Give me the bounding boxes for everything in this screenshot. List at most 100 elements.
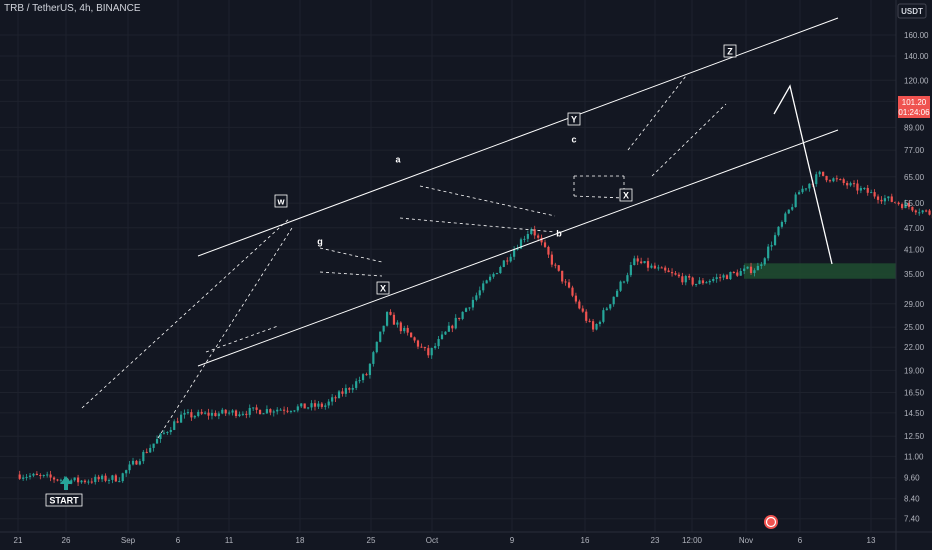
time-axis[interactable]: 21 26 Sep 6 11 18 25 Oct 9 16 23 12:00 Nov 6 13 <box>0 531 932 545</box>
candle-body <box>876 196 880 200</box>
candle-body <box>303 403 306 409</box>
candle-body <box>564 281 567 283</box>
candle-body <box>509 256 512 262</box>
candlestick-series <box>18 170 932 486</box>
candle-body <box>265 409 269 414</box>
candle-body <box>822 171 825 176</box>
y-tick-label: 14.50 <box>904 409 925 418</box>
candle-body <box>238 414 241 417</box>
channel-lower-line <box>197 129 839 367</box>
candle-body <box>70 480 73 484</box>
candle-body <box>83 480 87 483</box>
candle-body <box>801 188 804 193</box>
candle-body <box>519 239 523 249</box>
candle-body <box>797 192 801 195</box>
price-axis[interactable]: 160.00140.00120.00105.0089.0077.0065.005… <box>895 0 929 550</box>
last-price: 101.20 <box>902 98 927 107</box>
candle-body <box>708 280 711 283</box>
candle-body <box>925 210 928 212</box>
candle-body <box>90 481 93 483</box>
y-tick-label: 7.40 <box>904 515 920 524</box>
candle-body <box>403 327 406 332</box>
candle-body <box>904 202 907 209</box>
candle-body <box>101 475 104 480</box>
candle-body <box>42 475 45 477</box>
candle-body <box>94 476 97 483</box>
currency-badge[interactable]: USDT <box>897 3 927 19</box>
wave-label: Y <box>571 115 577 125</box>
candle-body <box>337 391 341 399</box>
candle-body <box>578 301 581 309</box>
candle-body <box>471 299 475 308</box>
candle-body <box>688 276 691 278</box>
candle-body <box>526 234 529 239</box>
candle-body <box>773 235 777 246</box>
candle-body <box>705 282 708 284</box>
last-price-badge: 101.20 01:24:06 <box>898 96 930 118</box>
pattern-line <box>627 75 687 151</box>
candle-body <box>97 476 100 480</box>
y-tick-label: 22.00 <box>904 343 925 352</box>
candle-body <box>162 432 166 434</box>
candle-body <box>719 277 722 279</box>
candle-body <box>894 201 897 203</box>
candle-body <box>396 322 399 325</box>
candle-body <box>179 414 183 423</box>
candle-body <box>818 171 821 175</box>
wave-label: c <box>571 135 576 145</box>
candle-body <box>677 274 681 277</box>
y-tick-label: 8.40 <box>904 495 920 504</box>
candle-body <box>533 229 536 236</box>
candle-body <box>866 187 869 193</box>
candle-body <box>461 311 464 319</box>
candle-body <box>554 264 557 266</box>
pattern-line <box>319 247 383 263</box>
candle-body <box>911 206 914 211</box>
candle-body <box>434 346 437 348</box>
candle-body <box>317 403 320 407</box>
wave-label: START <box>49 496 79 506</box>
candle-body <box>430 347 433 356</box>
candle-body <box>368 363 372 376</box>
y-tick-label: 55.00 <box>904 199 925 208</box>
candle-body <box>653 265 656 269</box>
candle-body <box>59 479 63 481</box>
candle-body <box>537 235 540 238</box>
candle-body <box>859 188 862 191</box>
candle-body <box>56 479 59 481</box>
x-tick-label: 18 <box>296 536 305 545</box>
candle-body <box>255 407 258 410</box>
y-tick-label: 29.00 <box>904 300 925 309</box>
candle-body <box>749 266 753 274</box>
demand-zone <box>744 263 896 279</box>
candle-body <box>214 412 217 417</box>
candle-body <box>619 281 622 291</box>
candle-body <box>856 183 859 191</box>
candle-body <box>252 407 255 409</box>
x-tick-label: 9 <box>510 536 515 545</box>
wave-label-box <box>723 44 737 58</box>
candle-body <box>258 409 262 415</box>
y-tick-label: 41.00 <box>904 245 925 254</box>
candle-body <box>76 477 80 483</box>
candle-body <box>444 331 447 335</box>
x-tick-label: 6 <box>176 536 181 545</box>
candle-body <box>763 258 766 265</box>
candle-body <box>842 179 845 183</box>
candle-body <box>629 265 632 276</box>
x-tick-label: Nov <box>739 536 753 545</box>
tradingview-logo-icon[interactable] <box>764 515 778 529</box>
candle-body <box>458 317 461 319</box>
candle-body <box>907 202 911 207</box>
candle-body <box>475 295 478 300</box>
candle-body <box>125 470 128 474</box>
candle-body <box>468 307 471 309</box>
candle-body <box>420 346 423 348</box>
candle-body <box>756 265 759 271</box>
candle-body <box>382 325 385 332</box>
candle-body <box>540 237 543 243</box>
candle-body <box>217 413 220 417</box>
candle-body <box>657 267 660 269</box>
symbol-title: TRB / TetherUS, 4h, BINANCE <box>4 3 141 14</box>
